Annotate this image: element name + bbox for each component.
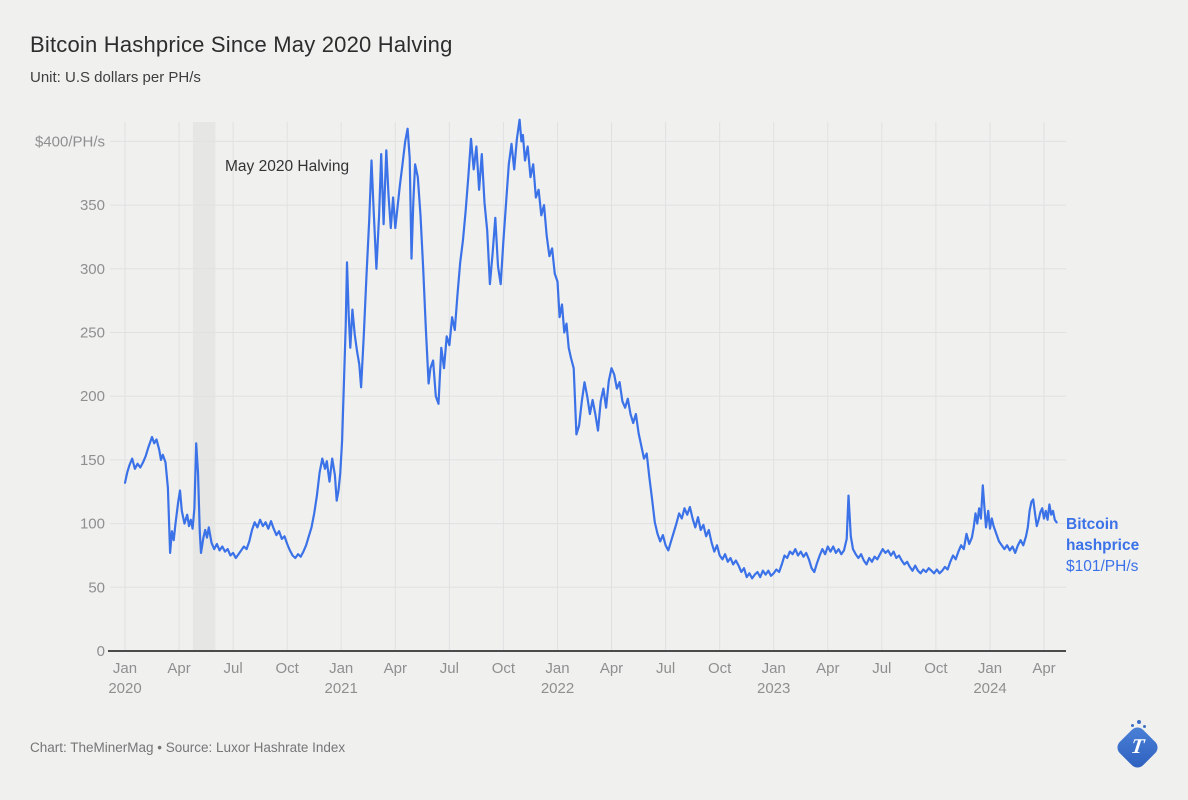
x-axis-tick-label: Apr bbox=[816, 660, 839, 677]
series-name-line1: Bitcoin bbox=[1066, 516, 1119, 533]
x-axis-tick-label: Jul bbox=[872, 660, 891, 677]
x-axis-tick-label: Jul bbox=[656, 660, 675, 677]
x-axis-tick-label: Jan bbox=[762, 660, 786, 677]
x-axis-tick-label: Jan bbox=[545, 660, 569, 677]
y-axis-tick-label: 0 bbox=[97, 643, 105, 660]
x-axis-tick-label: Oct bbox=[924, 660, 948, 677]
hashprice-series-line bbox=[123, 118, 1058, 580]
x-axis-tick-label: Oct bbox=[492, 660, 516, 677]
logo-sparkle-icon bbox=[1131, 724, 1134, 727]
x-axis-tick-label: Apr bbox=[600, 660, 623, 677]
x-axis-tick-label: Jan bbox=[113, 660, 137, 677]
x-axis-tick-label: Oct bbox=[708, 660, 732, 677]
x-axis-tick-label: Jul bbox=[440, 660, 459, 677]
y-axis-tick-label: 150 bbox=[80, 452, 105, 469]
x-axis-year-label: 2020 bbox=[108, 680, 141, 697]
theminermag-logo: T bbox=[1112, 718, 1164, 772]
source-credit: Chart: TheMinerMag • Source: Luxor Hashr… bbox=[30, 740, 346, 755]
logo-diamond-icon: T bbox=[1114, 724, 1161, 771]
series-last-value: $101/PH/s bbox=[1066, 558, 1139, 575]
halving-band bbox=[192, 122, 216, 651]
x-axis-year-label: 2023 bbox=[757, 680, 790, 697]
x-axis-tick-label: Apr bbox=[167, 660, 190, 677]
logo-sparkle-icon bbox=[1143, 725, 1146, 728]
x-axis-tick-label: Jan bbox=[329, 660, 353, 677]
logo-pickaxe-glyph: T bbox=[1129, 733, 1146, 758]
x-axis-year-label: 2021 bbox=[325, 680, 358, 697]
y-axis-tick-label: 100 bbox=[80, 516, 105, 533]
x-axis-tick-label: Oct bbox=[276, 660, 300, 677]
x-axis-tick-label: Jan bbox=[978, 660, 1002, 677]
x-axis-year-label: 2024 bbox=[973, 680, 1006, 697]
page-title: Bitcoin Hashprice Since May 2020 Halving bbox=[30, 32, 453, 57]
x-axis-tick-label: Apr bbox=[384, 660, 407, 677]
chart-unit-subtitle: Unit: U.S dollars per PH/s bbox=[30, 69, 201, 86]
y-axis-tick-label: 200 bbox=[80, 388, 105, 405]
x-axis-year-label: 2022 bbox=[541, 680, 574, 697]
x-axis-tick-label: Apr bbox=[1032, 660, 1055, 677]
y-axis-tick-label: 50 bbox=[88, 579, 105, 596]
y-axis-tick-label: 300 bbox=[80, 261, 105, 278]
y-axis-tick-label: 250 bbox=[80, 325, 105, 342]
y-axis-tick-label: $400/PH/s bbox=[35, 133, 105, 150]
halving-annotation: May 2020 Halving bbox=[225, 158, 350, 175]
y-axis-tick-label: 350 bbox=[80, 197, 105, 214]
series-end-label: Bitcoin hashprice $101/PH/s bbox=[1066, 514, 1162, 577]
logo-sparkle-icon bbox=[1137, 720, 1141, 724]
x-axis-tick-label: Jul bbox=[224, 660, 243, 677]
series-name-line2: hashprice bbox=[1066, 537, 1140, 554]
